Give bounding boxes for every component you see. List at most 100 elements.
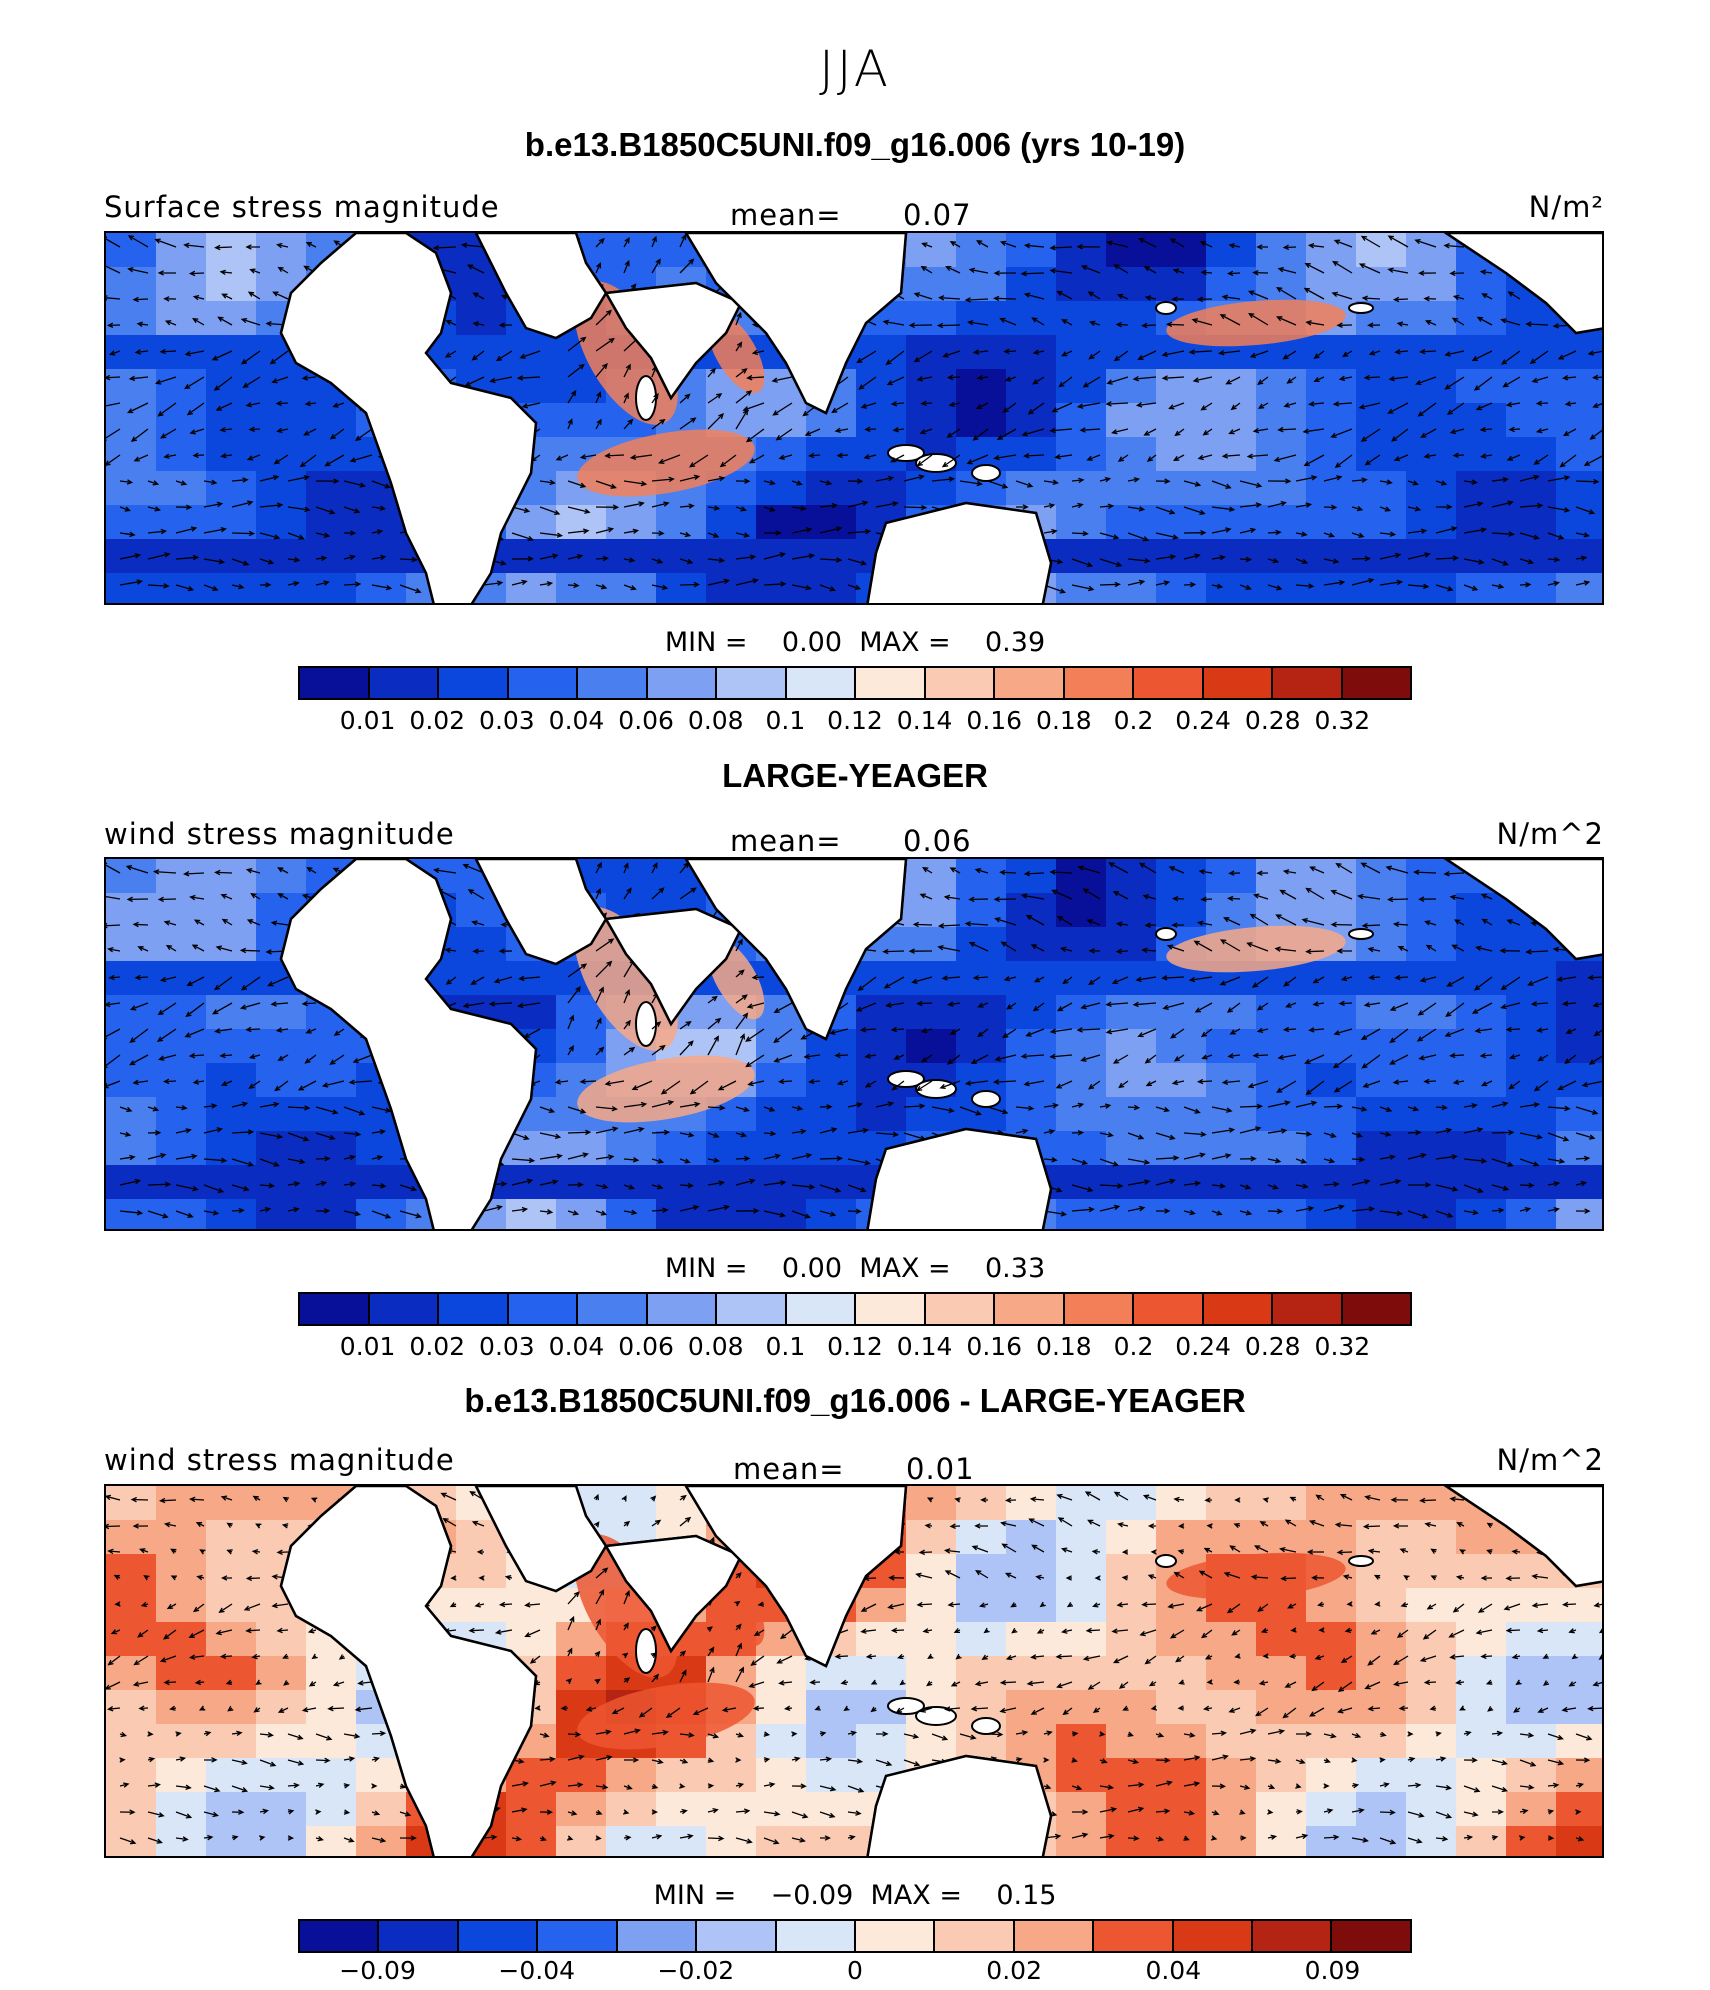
colorbar-swatch [1204,1294,1274,1324]
panel-title: LARGE-YEAGER [0,757,1710,795]
colorbar-swatch [1134,668,1204,698]
min-value: 0.00 [782,1253,842,1284]
colorbar-tick-label: −0.04 [498,1956,575,1985]
colorbar-tick-label: 0.08 [688,706,744,735]
colorbar-swatch [300,1294,370,1324]
min-label: MIN = [654,1880,737,1911]
max-label: MAX = [859,1253,950,1284]
island [916,1080,956,1098]
mean-value: 0.07 [903,198,972,232]
colorbar [298,1919,1412,1953]
colorbar-tick-label: 0.09 [1305,1956,1361,1985]
colorbar-swatch [1174,1921,1253,1951]
panel-title: b.e13.B1850C5UNI.f09_g16.006 (yrs 10-19) [0,126,1710,164]
island [1349,303,1373,313]
colorbar-swatch [1134,1294,1204,1324]
colorbar-tick-label: −0.02 [658,1956,735,1985]
colorbar-swatch [1065,1294,1135,1324]
island [1156,302,1176,314]
colorbar-swatch [370,668,440,698]
units-label: N/m² [1529,190,1604,224]
island [1349,1556,1373,1566]
colorbar-tick-label: 0.2 [1114,706,1154,735]
colorbar-tick-label: 0.06 [618,706,674,735]
colorbar-tick-label: 0.18 [1036,1332,1092,1361]
colorbar-tick-label: 0.1 [765,706,805,735]
units-label: N/m^2 [1497,1443,1604,1477]
colorbar-swatch [1343,1294,1411,1324]
colorbar-swatch [648,668,718,698]
colorbar-swatch [618,1921,697,1951]
colorbar-swatch [717,668,787,698]
colorbar-swatch [439,668,509,698]
colorbar-tick-label: 0.16 [966,1332,1022,1361]
colorbar-swatch [578,1294,648,1324]
colorbar-swatch [1065,668,1135,698]
min-label: MIN = [665,1253,748,1284]
colorbar-tick-label: 0.28 [1245,706,1301,735]
colorbar-swatch [1094,1921,1173,1951]
panel-left-label: Surface stress magnitude [104,190,500,224]
map-canvas [106,233,1604,605]
colorbar-swatch [787,1294,857,1324]
colorbar-tick-label: 0.32 [1315,706,1371,735]
colorbar-swatch [717,1294,787,1324]
colorbar-tick-label: 0.28 [1245,1332,1301,1361]
colorbar-tick-label: 0.14 [897,706,953,735]
max-label: MAX = [859,627,950,658]
map-canvas [106,1486,1604,1858]
island [1349,929,1373,939]
panel-title: b.e13.B1850C5UNI.f09_g16.006 - LARGE-YEA… [0,1382,1710,1420]
colorbar-swatch [578,668,648,698]
mean-label: mean= [733,1452,845,1486]
mean-value: 0.01 [906,1452,975,1486]
min-value: −0.09 [771,1880,854,1911]
colorbar-tick-label: 0.12 [827,706,883,735]
max-value: 0.33 [985,1253,1045,1284]
colorbar-tick-label: 0.04 [549,706,605,735]
colorbar-tick-label: 0.18 [1036,706,1092,735]
colorbar-tick-label: 0 [847,1956,863,1985]
colorbar-tick-label: 0.04 [549,1332,605,1361]
min-max-readout: MIN = 0.00 MAX = 0.33 [0,1253,1710,1284]
colorbar-swatch [1204,668,1274,698]
panel-left-label: wind stress magnitude [104,1443,455,1477]
colorbar-tick-label: 0.1 [765,1332,805,1361]
colorbar-swatch [787,668,857,698]
colorbar-tick-label: 0.16 [966,706,1022,735]
colorbar-swatch [777,1921,856,1951]
colorbar-swatch [935,1921,1014,1951]
colorbar-tick-label: 0.02 [409,1332,465,1361]
island [972,465,1000,481]
island [1156,928,1176,940]
season-title: JJA [0,40,1710,98]
island [636,376,656,420]
colorbar-swatch [926,1294,996,1324]
min-value: 0.00 [782,627,842,658]
colorbar-swatch [538,1921,617,1951]
colorbar-swatch [995,1294,1065,1324]
mean-label: mean= [730,824,842,858]
colorbar-swatch [1273,668,1343,698]
colorbar-swatch [439,1294,509,1324]
island [1156,1555,1176,1567]
colorbar-swatch [648,1294,718,1324]
map-panel [104,1484,1604,1858]
colorbar-tick-label: 0.2 [1114,1332,1154,1361]
colorbar-swatch [1253,1921,1332,1951]
map-canvas [106,859,1604,1231]
colorbar-swatch [856,1921,935,1951]
max-label: MAX = [871,1880,962,1911]
colorbar-swatch [1332,1921,1409,1951]
colorbar-swatch [1343,668,1411,698]
island [636,1629,656,1673]
colorbar-tick-label: 0.08 [688,1332,744,1361]
colorbar-swatch [370,1294,440,1324]
colorbar-swatch [300,668,370,698]
colorbar-swatch [459,1921,538,1951]
colorbar-tick-label: 0.03 [479,706,535,735]
colorbar-swatch [926,668,996,698]
